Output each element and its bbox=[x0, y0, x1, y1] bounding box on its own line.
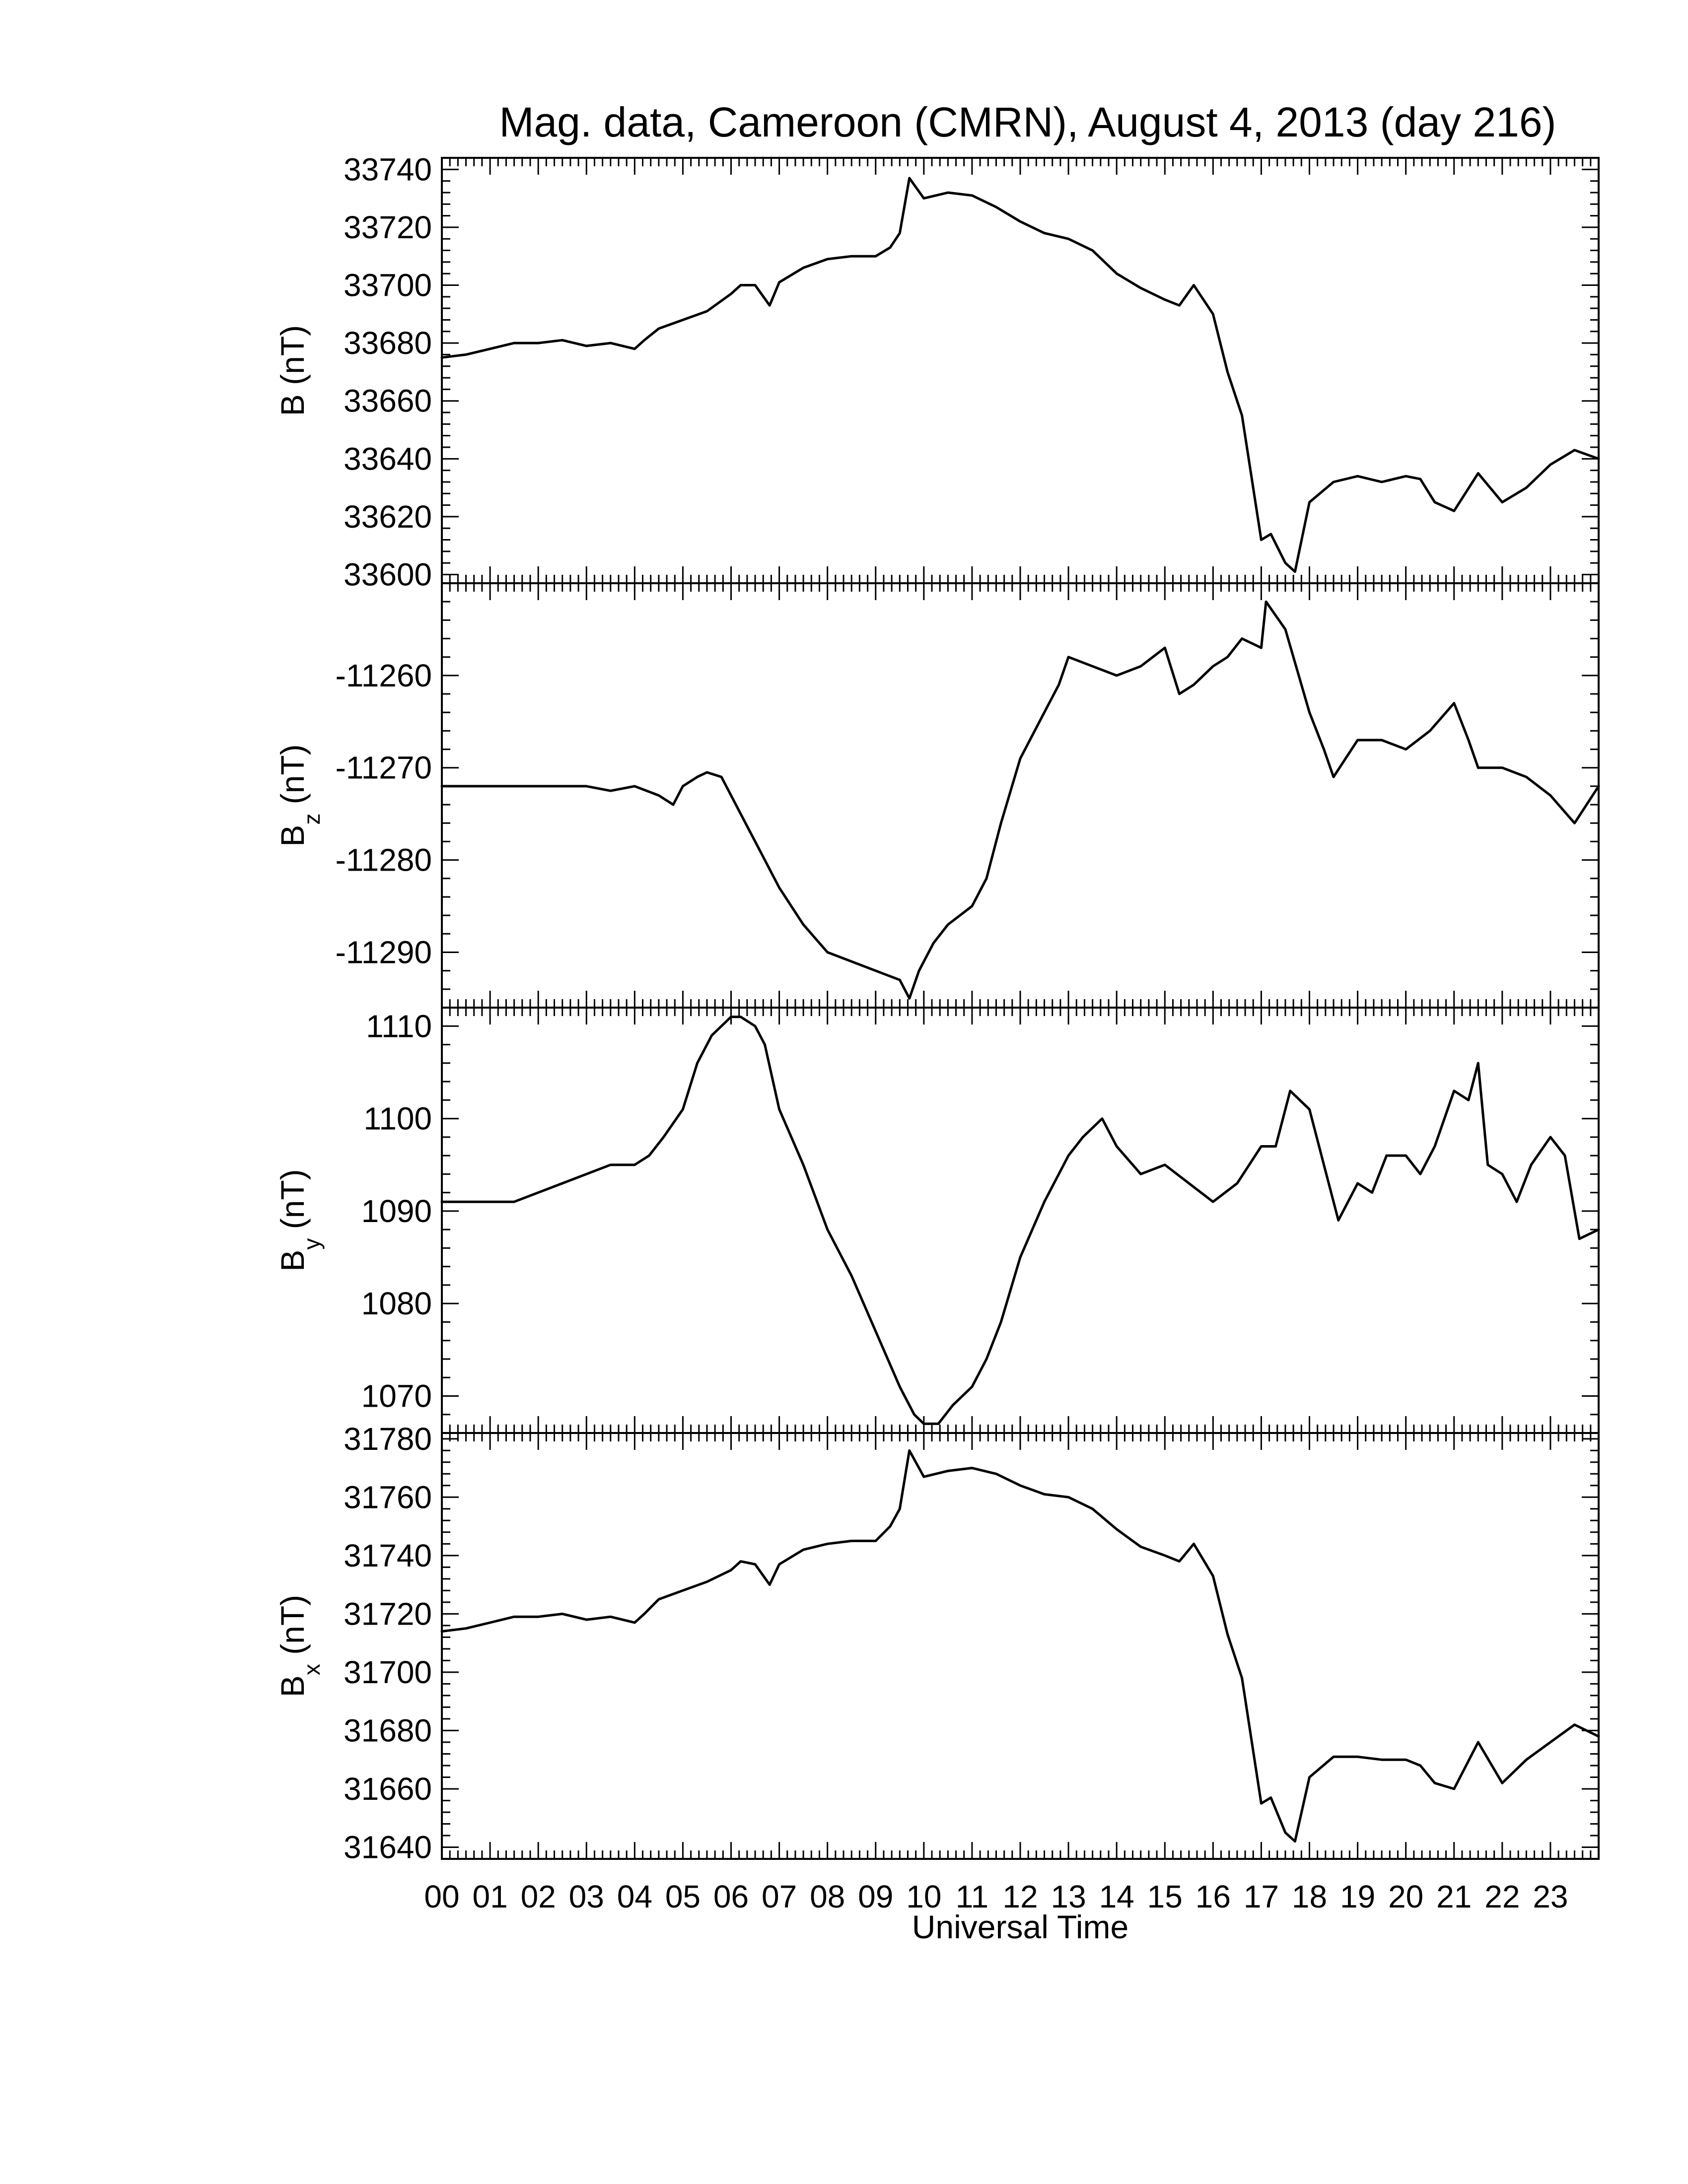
y-tick-label: 1070 bbox=[361, 1378, 432, 1414]
y-tick-label: 31680 bbox=[344, 1712, 432, 1748]
y-tick-label: 1110 bbox=[366, 1008, 432, 1044]
y-tick-label: -11290 bbox=[335, 934, 432, 970]
figure-title: Mag. data, Cameroon (CMRN), August 4, 20… bbox=[499, 99, 1556, 145]
x-tick-label: 14 bbox=[1099, 1879, 1134, 1914]
y-axis-label-sub: x bbox=[299, 1664, 325, 1675]
y-tick-label: 31780 bbox=[344, 1421, 432, 1457]
y-tick-label: 31700 bbox=[344, 1654, 432, 1690]
panel-by: 1070 1080 1090 1100 1110 By (nT) bbox=[274, 1007, 1600, 1434]
y-tick-label: 31660 bbox=[344, 1771, 432, 1807]
panel-bz: -11260 -11270 -11280 -11290 Bz (nT) bbox=[274, 582, 1600, 1009]
y-axis-label-main: B bbox=[274, 394, 311, 416]
y-axis-label-unit: (nT) bbox=[274, 744, 311, 813]
x-tick-label: 03 bbox=[569, 1879, 604, 1914]
x-tick-label: 04 bbox=[617, 1879, 652, 1914]
y-axis-label: Bz (nT) bbox=[274, 744, 325, 846]
x-tick-label: 15 bbox=[1147, 1879, 1183, 1914]
x-axis: 00 01 02 03 04 05 06 07 08 09 10 11 12 13 14 15 16 17 18 19… bbox=[424, 1879, 1568, 1914]
x-tick-label: 11 bbox=[956, 1879, 988, 1914]
y-axis-label-sub: z bbox=[299, 814, 325, 825]
panel-bx: 31640 31660 31680 31700 31720 31740 31760 31780… bbox=[274, 1421, 1600, 1865]
y-tick-label: 1080 bbox=[361, 1286, 432, 1321]
x-tick-label: 07 bbox=[762, 1879, 797, 1914]
x-tick-label: 00 bbox=[424, 1879, 459, 1914]
y-axis-label-unit: (nT) bbox=[274, 1595, 311, 1664]
x-tick-label: 08 bbox=[810, 1879, 845, 1914]
x-tick-label: 12 bbox=[1002, 1879, 1038, 1914]
x-tick-label: 19 bbox=[1340, 1879, 1375, 1914]
y-tick-label: 1090 bbox=[361, 1193, 432, 1229]
y-axis-label-main: B bbox=[274, 1675, 311, 1697]
x-tick-label: 01 bbox=[472, 1879, 507, 1914]
y-axis-label-unit: (nT) bbox=[274, 325, 311, 394]
y-tick-label: 33620 bbox=[344, 499, 432, 535]
y-tick-label: -11280 bbox=[335, 842, 432, 878]
y-tick-label: 33720 bbox=[344, 209, 432, 245]
y-tick-label: 31640 bbox=[344, 1829, 432, 1865]
x-tick-label: 20 bbox=[1388, 1879, 1423, 1914]
y-tick-label: -11260 bbox=[335, 658, 432, 693]
y-tick-label: 31760 bbox=[344, 1479, 432, 1515]
y-axis-label-main: B bbox=[274, 1250, 311, 1272]
series-line-bz bbox=[440, 600, 1600, 1000]
x-tick-label: 02 bbox=[521, 1879, 556, 1914]
panel-frame bbox=[441, 1432, 1600, 1860]
x-tick-label: 16 bbox=[1196, 1879, 1231, 1914]
x-tick-label: 06 bbox=[713, 1879, 749, 1914]
y-tick-label: 1100 bbox=[363, 1101, 432, 1137]
x-tick-label: 21 bbox=[1436, 1879, 1472, 1914]
y-tick-label: -11270 bbox=[335, 750, 432, 786]
y-tick-label: 33680 bbox=[344, 325, 432, 361]
y-axis-label: By (nT) bbox=[274, 1169, 325, 1271]
y-axis-label: B (nT) bbox=[274, 325, 311, 416]
series-line-b bbox=[440, 177, 1600, 573]
x-tick-label: 17 bbox=[1244, 1879, 1279, 1914]
y-tick-label: 33600 bbox=[344, 557, 432, 593]
panel-frame bbox=[441, 1007, 1600, 1434]
y-tick-label: 33660 bbox=[344, 383, 432, 419]
y-tick-label: 31720 bbox=[344, 1596, 432, 1632]
series-line-bx bbox=[440, 1449, 1600, 1843]
panel-frame bbox=[441, 582, 1600, 1009]
x-tick-label: 10 bbox=[906, 1879, 941, 1914]
x-tick-label: 05 bbox=[665, 1879, 701, 1914]
y-axis-label-main: B bbox=[274, 825, 311, 847]
x-axis-label: Universal Time bbox=[912, 1909, 1128, 1945]
x-tick-label: 13 bbox=[1051, 1879, 1086, 1914]
panels: 33600 33620 33640 33660 33680 33700 33720 33740… bbox=[274, 151, 1600, 1865]
y-tick-label: 33740 bbox=[344, 151, 432, 187]
series-line-by bbox=[440, 1016, 1600, 1425]
x-tick-label: 23 bbox=[1533, 1879, 1568, 1914]
y-tick-label: 31740 bbox=[344, 1538, 432, 1573]
y-tick-label: 33700 bbox=[344, 268, 432, 303]
y-axis-label-sub: y bbox=[299, 1238, 325, 1250]
x-tick-label: 22 bbox=[1484, 1879, 1520, 1914]
y-axis-label-unit: (nT) bbox=[274, 1169, 311, 1238]
x-tick-label: 18 bbox=[1292, 1879, 1327, 1914]
y-tick-label: 33640 bbox=[344, 441, 432, 477]
panel-b: 33600 33620 33640 33660 33680 33700 33720 33740… bbox=[274, 151, 1600, 593]
x-tick-label: 09 bbox=[858, 1879, 893, 1914]
y-axis-label: Bx (nT) bbox=[274, 1595, 325, 1697]
